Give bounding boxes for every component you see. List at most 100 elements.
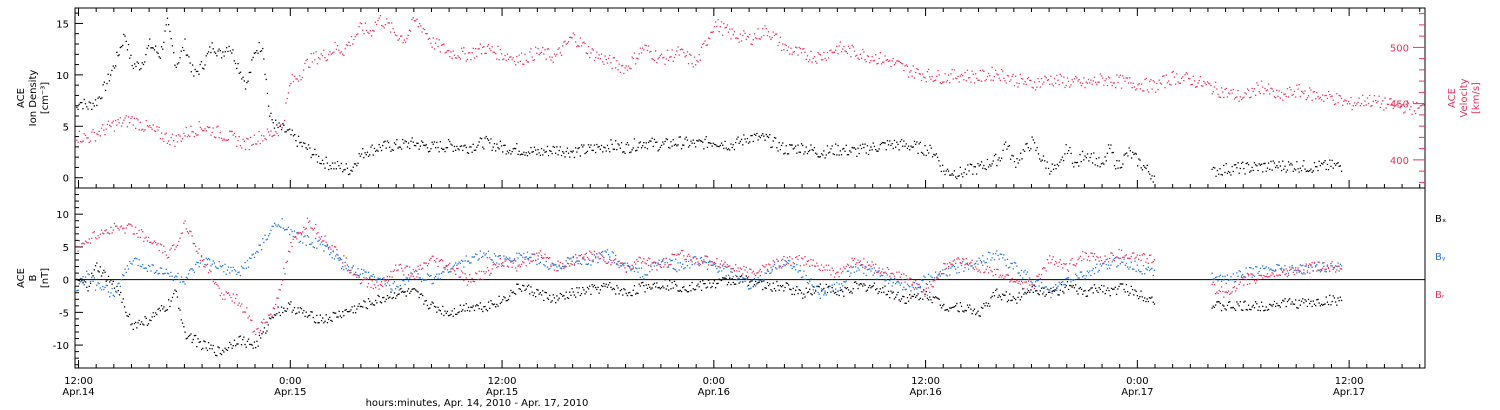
density-point — [450, 143, 452, 145]
by-point — [489, 257, 491, 259]
velocity-point — [919, 73, 921, 75]
velocity-point — [1017, 86, 1019, 88]
bx-point — [224, 347, 226, 349]
velocity-point — [388, 22, 390, 24]
density-point — [864, 143, 866, 145]
velocity-point — [1331, 95, 1333, 97]
velocity-point — [605, 58, 607, 61]
by-point — [282, 227, 284, 229]
bz-point — [235, 297, 237, 300]
by-point — [402, 279, 404, 282]
bx-point — [1331, 300, 1333, 303]
velocity-point — [876, 63, 878, 65]
density-point — [1095, 158, 1098, 160]
by-point — [823, 294, 825, 296]
bx-point — [992, 291, 994, 294]
density-point — [395, 143, 397, 146]
velocity-point — [775, 33, 777, 35]
velocity-point — [747, 36, 750, 38]
bx-point — [793, 293, 796, 296]
velocity-point — [1358, 97, 1360, 99]
by-point — [1052, 286, 1054, 288]
bx-point — [518, 288, 520, 290]
by-point — [599, 253, 601, 255]
by-point — [111, 288, 113, 290]
by-point — [559, 267, 561, 269]
by-point — [273, 222, 276, 224]
bx-point — [733, 283, 736, 285]
velocity-point — [1343, 100, 1345, 102]
bx-point — [551, 300, 553, 302]
by-point — [1146, 269, 1148, 271]
bx-point — [1218, 301, 1220, 303]
bx-point — [227, 347, 230, 349]
bx-point — [865, 290, 867, 292]
velocity-point — [457, 55, 459, 57]
density-point — [1242, 161, 1244, 163]
bx-point — [560, 293, 563, 296]
by-point — [475, 253, 477, 255]
velocity-point — [1056, 74, 1058, 77]
bx-point — [693, 289, 696, 291]
velocity-point — [877, 62, 879, 65]
by-point — [765, 272, 767, 275]
density-point — [451, 144, 453, 146]
density-point — [1036, 147, 1038, 149]
density-point — [263, 58, 265, 60]
density-point — [260, 50, 263, 52]
by-point — [843, 281, 845, 283]
velocity-point — [859, 53, 861, 55]
bz-point — [246, 307, 248, 309]
bx-point — [332, 311, 334, 314]
by-point — [327, 248, 330, 250]
bz-point — [113, 222, 116, 225]
velocity-point — [652, 58, 654, 61]
density-point — [1051, 163, 1053, 165]
velocity-point — [263, 135, 265, 137]
by-point — [1236, 272, 1238, 274]
velocity-point — [1191, 83, 1193, 85]
by-point — [884, 280, 886, 282]
by-point — [1040, 281, 1043, 284]
density-point — [1076, 161, 1079, 164]
density-point — [632, 147, 634, 149]
bx-point — [740, 274, 743, 277]
bz-point — [125, 227, 127, 229]
bz-point — [532, 259, 534, 262]
bx-point — [1258, 306, 1260, 308]
bz-point — [609, 258, 611, 260]
by-point — [746, 285, 749, 287]
bz-point — [673, 253, 676, 256]
velocity-point — [77, 141, 79, 143]
velocity-point — [1365, 104, 1367, 106]
density-point — [711, 145, 713, 147]
density-point — [410, 140, 412, 142]
bx-point — [895, 296, 897, 298]
bz-point — [248, 315, 250, 317]
velocity-point — [558, 47, 560, 49]
velocity-point — [616, 60, 618, 62]
by-point — [1232, 273, 1234, 275]
by-point — [420, 280, 423, 283]
velocity-point — [651, 58, 653, 60]
by-point — [642, 275, 644, 278]
bx-point — [652, 283, 654, 286]
density-point — [503, 144, 505, 147]
by-point — [822, 289, 824, 291]
velocity-point — [903, 69, 905, 72]
velocity-point — [185, 126, 187, 129]
velocity-point — [926, 71, 929, 73]
bz-point — [405, 265, 407, 267]
density-point — [204, 64, 206, 66]
velocity-point — [196, 134, 198, 136]
by-point — [800, 276, 803, 279]
velocity-point — [672, 60, 674, 62]
velocity-point — [731, 28, 733, 30]
bx-point — [104, 271, 106, 273]
density-point — [1257, 169, 1259, 172]
bx-point — [1017, 296, 1019, 298]
bx-point — [457, 312, 459, 314]
by-point — [657, 262, 659, 264]
bx-point — [1043, 287, 1045, 289]
bx-point — [363, 300, 365, 302]
